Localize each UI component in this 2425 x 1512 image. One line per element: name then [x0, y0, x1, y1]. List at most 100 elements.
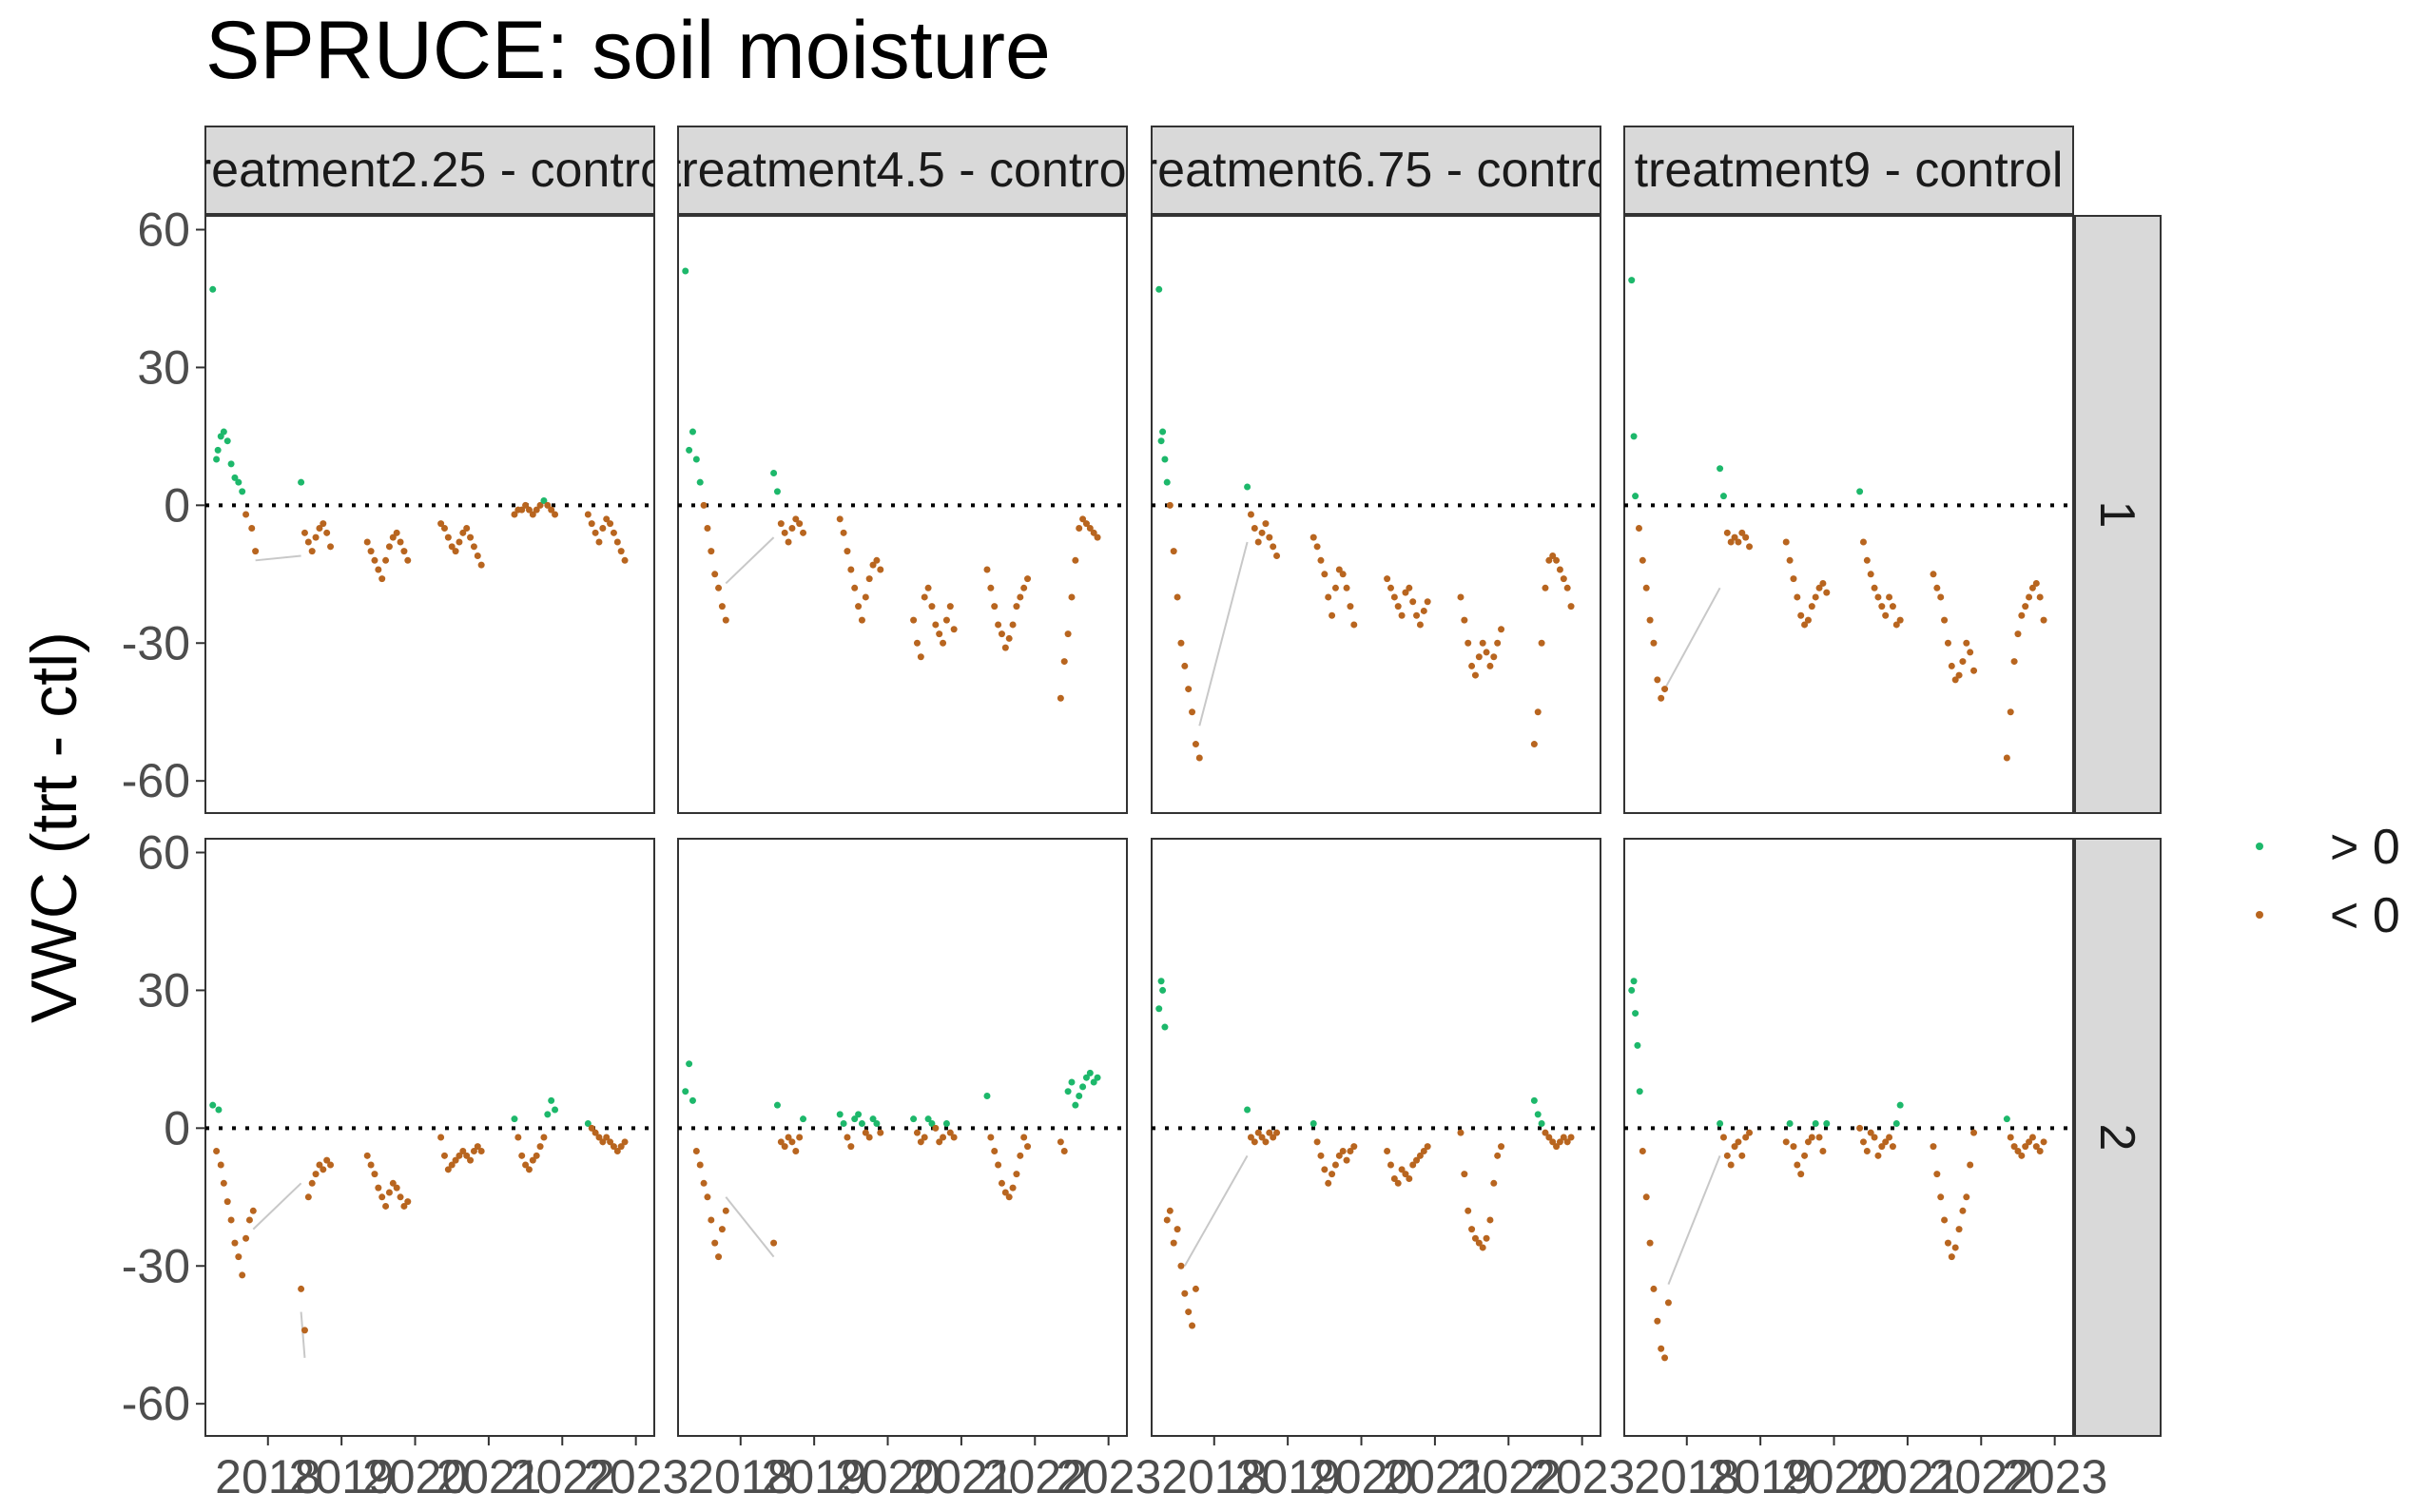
data-point	[1461, 1171, 1468, 1178]
data-point	[1163, 478, 1171, 486]
data-point	[998, 630, 1005, 638]
data-point	[1664, 1299, 1672, 1307]
data-point	[397, 538, 404, 546]
data-point	[1632, 493, 1639, 500]
data-point	[851, 1115, 859, 1123]
column-strip: treatment6.75 - control	[1151, 126, 1601, 215]
data-point	[1402, 589, 1409, 596]
data-point	[544, 501, 552, 509]
data-point	[1823, 1120, 1831, 1128]
data-point	[1797, 611, 1805, 619]
panel-border	[677, 838, 1128, 1437]
data-point	[692, 456, 700, 463]
data-point	[540, 1134, 548, 1141]
data-point	[1815, 1134, 1823, 1141]
data-point	[2026, 1138, 2033, 1146]
data-point	[840, 529, 847, 536]
data-point	[1892, 1120, 1900, 1128]
data-point	[704, 524, 711, 532]
data-point	[223, 1198, 231, 1206]
facet-panel	[677, 215, 1128, 814]
data-point	[1335, 1152, 1343, 1159]
data-point	[869, 1115, 877, 1123]
data-point	[1819, 1147, 1827, 1154]
data-point	[1654, 676, 1661, 684]
data-point	[1262, 1138, 1270, 1146]
data-point	[711, 571, 719, 578]
data-point	[1812, 593, 1819, 601]
data-point	[1174, 1226, 1181, 1233]
data-point	[301, 529, 308, 536]
data-point	[1937, 1193, 1945, 1201]
data-point	[991, 603, 999, 611]
x-tick-label: 2020	[1781, 1450, 1887, 1503]
data-point	[215, 1106, 223, 1114]
data-point	[785, 538, 792, 546]
data-point	[946, 603, 954, 611]
data-point	[1892, 621, 1900, 629]
data-point	[1394, 603, 1402, 611]
row-strip: 1	[2074, 215, 2162, 814]
data-point	[1009, 621, 1017, 629]
data-point	[1068, 593, 1076, 601]
data-point	[607, 520, 614, 528]
data-point	[1878, 1143, 1886, 1151]
data-point	[1413, 611, 1421, 619]
data-point	[781, 529, 788, 536]
data-point	[1560, 575, 1567, 583]
data-point	[1064, 630, 1072, 638]
data-point	[1331, 1161, 1339, 1169]
data-point	[213, 1147, 221, 1154]
data-point	[378, 1193, 386, 1201]
data-point	[1786, 1120, 1794, 1128]
data-point	[689, 428, 696, 436]
data-point	[1723, 529, 1731, 536]
data-point	[522, 1161, 530, 1169]
data-point	[1646, 616, 1654, 624]
data-point	[1628, 277, 1636, 284]
y-tick-label: -60	[122, 1377, 190, 1430]
data-point	[1896, 616, 1904, 624]
data-point	[304, 538, 312, 546]
data-point	[1650, 1285, 1658, 1292]
y-tick-label: -60	[122, 754, 190, 807]
data-point	[2036, 1147, 2044, 1154]
data-point	[1020, 584, 1028, 591]
data-point	[1170, 1239, 1177, 1247]
data-point	[544, 1111, 552, 1118]
data-point	[437, 1134, 445, 1141]
data-point	[983, 1093, 991, 1100]
data-point	[1563, 584, 1571, 591]
data-point	[722, 1207, 729, 1214]
data-point	[998, 1179, 1005, 1187]
data-point	[448, 1161, 456, 1169]
data-point	[474, 552, 481, 559]
data-point	[1889, 1143, 1896, 1151]
data-point	[437, 520, 445, 528]
data-point	[599, 1138, 607, 1146]
data-point	[1013, 603, 1020, 611]
data-point	[1258, 1134, 1266, 1141]
panel-border	[677, 215, 1128, 814]
data-point	[1538, 1120, 1545, 1128]
data-point	[1794, 593, 1801, 601]
data-point	[304, 1193, 312, 1201]
data-point	[840, 1120, 847, 1128]
data-point	[1731, 533, 1738, 541]
data-point	[1005, 634, 1013, 642]
data-point	[1060, 1147, 1068, 1154]
data-point	[2032, 579, 2040, 587]
x-tick-label: 2019	[1708, 1450, 1814, 1503]
data-point	[385, 543, 393, 551]
data-point	[231, 1239, 239, 1247]
data-point	[2018, 611, 2026, 619]
data-point	[227, 1216, 235, 1224]
data-point	[1413, 1156, 1421, 1164]
connector-line	[1663, 587, 1721, 690]
data-point	[1642, 584, 1650, 591]
data-point	[1076, 524, 1083, 532]
data-point	[235, 478, 242, 486]
x-tick-label: 2023	[583, 1450, 689, 1503]
data-point	[470, 1147, 477, 1154]
data-point	[844, 1134, 851, 1141]
